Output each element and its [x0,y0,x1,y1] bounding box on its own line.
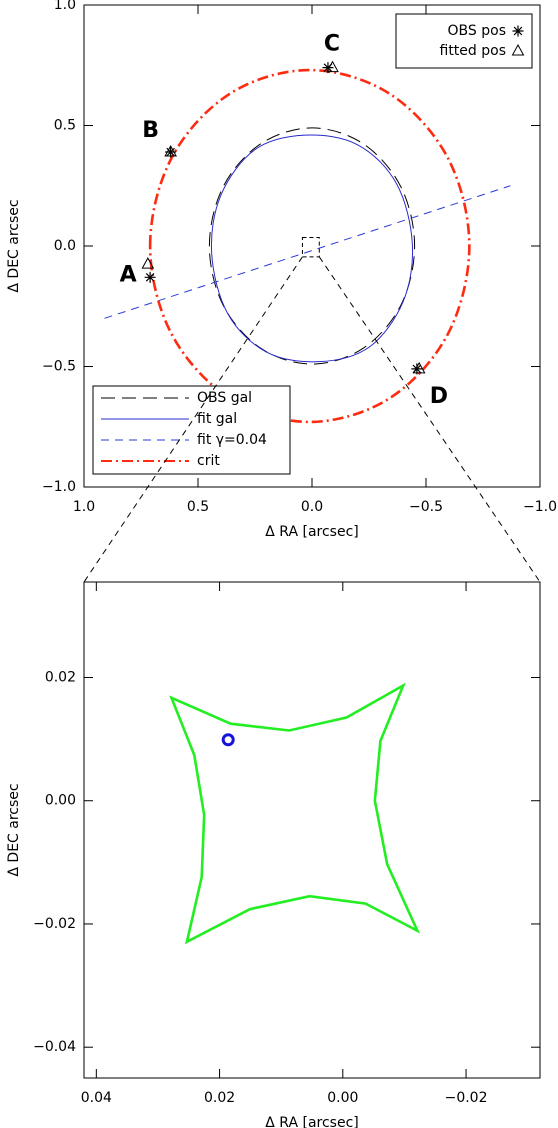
y-tick-label: 1.0 [54,0,76,13]
legend-label: fitted pos [440,43,507,59]
point-label: B [142,118,159,143]
y-axis-label: Δ DEC arcsec [6,199,22,292]
curve [148,68,471,424]
legend-box [92,385,291,475]
y-axis-label: Δ DEC arcsec [6,783,22,876]
x-tick-label: 0.5 [187,499,209,515]
point [326,60,339,73]
y-tick-label: −0.04 [33,1039,76,1055]
x-tick-label: 0.02 [204,1090,235,1106]
y-tick-label: −0.02 [33,916,76,932]
legend-box [395,13,533,69]
x-tick-label: 0.00 [327,1090,358,1106]
point [164,144,177,157]
y-tick-label: 0.00 [45,793,76,809]
x-axis-label: Δ RA [arcsec] [265,1115,358,1128]
x-tick-label: 0.0 [301,499,323,515]
curve [210,134,414,363]
x-axis-label: Δ RA [arcsec] [265,524,358,540]
point-label: A [120,262,137,287]
point [411,363,423,375]
point [322,62,334,74]
point [221,733,235,747]
x-tick-label: 0.04 [81,1090,112,1106]
legend-label: fit gal [197,411,237,427]
zoom-box [301,236,320,258]
y-tick-label: 0.0 [54,238,76,254]
point [412,361,426,374]
curve [104,185,511,319]
point [141,257,155,269]
legend-label: fit γ=0.04 [197,432,267,448]
point-label: D [430,384,448,409]
y-tick-label: 0.02 [45,670,76,686]
x-tick-label: −0.5 [409,499,443,515]
plot-frame [83,581,541,1079]
legend-marker [511,43,525,56]
legend-label: OBS gal [197,390,252,406]
y-tick-label: −0.5 [42,359,76,375]
x-tick-label: −1.0 [523,499,557,515]
legend-label: crit [197,453,220,469]
legend-marker [512,25,524,37]
point-label: C [324,32,340,57]
y-tick-label: 0.5 [54,118,76,134]
point [165,146,177,158]
point [144,271,156,283]
x-tick-label: −0.02 [445,1090,488,1106]
x-tick-label: 1.0 [73,499,95,515]
curve [169,682,421,945]
legend-label: OBS pos [448,23,506,39]
y-tick-label: −1.0 [42,479,76,495]
